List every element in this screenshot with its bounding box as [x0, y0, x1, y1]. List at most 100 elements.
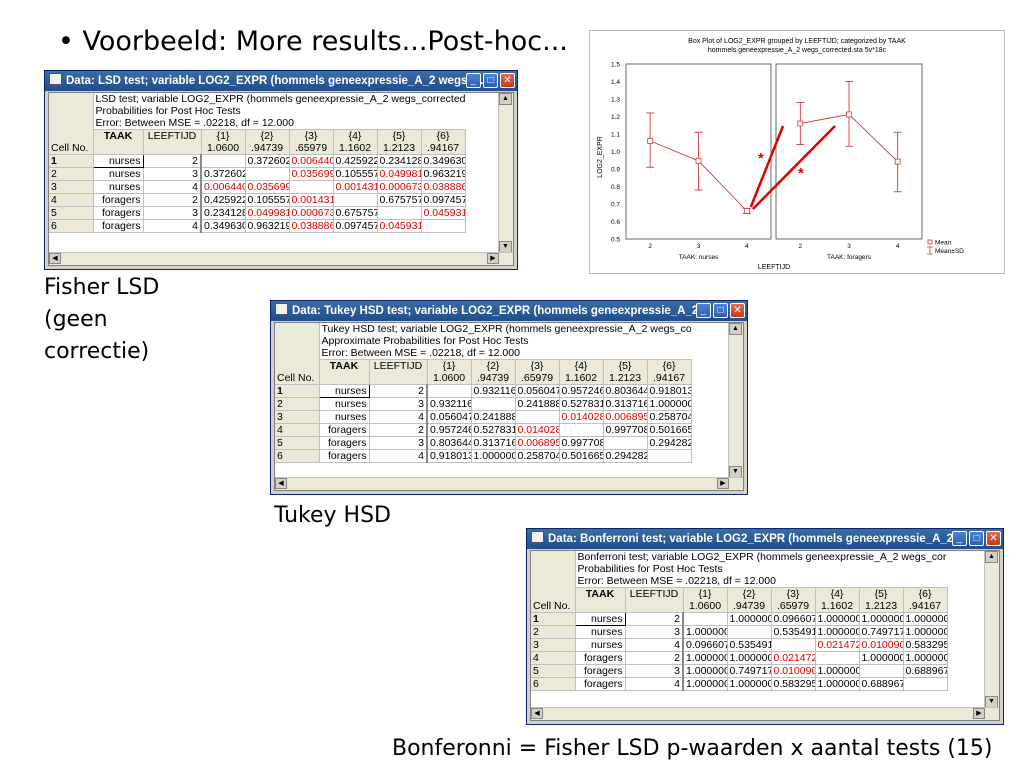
cell-probability[interactable]: 0.535491: [771, 625, 816, 639]
cell-probability[interactable]: 0.957246: [427, 423, 472, 437]
col-header-index[interactable]: {4}: [333, 129, 378, 142]
cell-probability[interactable]: 0.997708: [603, 423, 648, 437]
cell-probability[interactable]: [647, 449, 692, 463]
cell-probability[interactable]: 0.049981: [377, 167, 422, 181]
cell-probability[interactable]: 0.258704: [647, 410, 692, 424]
cell-probability[interactable]: 1.000000: [859, 612, 904, 626]
table-row[interactable]: 5 foragers 3 0.803644 0.313716 0.006895 0.9977…: [275, 436, 692, 450]
scroll-right-icon[interactable]: ▶: [973, 708, 985, 719]
col-header-leeftijd[interactable]: LEEFTIJD: [143, 129, 202, 155]
col-header-index[interactable]: {1}: [201, 129, 246, 142]
cell-probability[interactable]: 0.096607: [683, 638, 728, 652]
col-header-mean[interactable]: .94739: [471, 372, 516, 385]
col-header-index[interactable]: {2}: [245, 129, 290, 142]
cell-probability[interactable]: 0.045931: [421, 206, 466, 220]
col-header-mean[interactable]: .65979: [289, 142, 334, 155]
cell-taak[interactable]: foragers: [93, 206, 144, 220]
cell-probability[interactable]: 0.749717: [727, 664, 772, 678]
cell-taak[interactable]: foragers: [319, 423, 370, 437]
cell-probability[interactable]: 0.535491: [727, 638, 772, 652]
col-header-index[interactable]: {3}: [771, 587, 816, 600]
col-header-index[interactable]: {2}: [727, 587, 772, 600]
cell-taak[interactable]: nurses: [575, 625, 626, 639]
cell-probability[interactable]: 0.583295: [903, 638, 948, 652]
col-header-mean[interactable]: 1.1602: [333, 142, 378, 155]
cell-leeftijd[interactable]: 4: [143, 180, 202, 194]
col-header-index[interactable]: {6}: [903, 587, 948, 600]
cell-taak[interactable]: foragers: [319, 449, 370, 463]
cell-taak[interactable]: foragers: [93, 193, 144, 207]
col-header-index[interactable]: {3}: [515, 359, 560, 372]
scroll-up-icon[interactable]: ▲: [729, 323, 742, 335]
cell-probability[interactable]: 0.932116: [427, 397, 472, 411]
cell-probability[interactable]: 0.294282: [647, 436, 692, 450]
table-row[interactable]: 2 nurses 3 0.932116 0.241888 0.527831 0.313716…: [275, 397, 692, 411]
cell-probability[interactable]: 0.527831: [559, 397, 604, 411]
table-row[interactable]: 4 foragers 2 0.957246 0.527831 0.014028 0.9977…: [275, 423, 692, 437]
cell-probability[interactable]: 0.000673: [289, 206, 334, 220]
scroll-up-icon[interactable]: ▲: [499, 93, 512, 105]
col-header-index[interactable]: {5}: [603, 359, 648, 372]
cell-no-header[interactable]: Cell No.: [275, 359, 320, 385]
col-header-index[interactable]: {5}: [859, 587, 904, 600]
cell-probability[interactable]: 0.997708: [559, 436, 604, 450]
cell-leeftijd[interactable]: 2: [369, 423, 428, 437]
row-number[interactable]: 1: [275, 384, 320, 398]
cell-probability[interactable]: 0.803644: [603, 384, 648, 398]
cell-probability[interactable]: 1.000000: [683, 664, 728, 678]
table-row[interactable]: 1 nurses 2 1.000000 0.096607 1.000000 1.000000…: [531, 612, 948, 626]
close-button[interactable]: ✕: [986, 531, 1001, 546]
table-row[interactable]: 2 nurses 3 0.372602 0.035699 0.105557 0.049981…: [49, 167, 466, 181]
row-number[interactable]: 6: [49, 219, 94, 233]
table-row[interactable]: 1 nurses 2 0.372602 0.006440 0.425922 0.234128…: [49, 154, 466, 168]
scroll-left-icon[interactable]: ◀: [49, 253, 61, 264]
cell-probability[interactable]: 1.000000: [815, 664, 860, 678]
col-header-index[interactable]: {3}: [289, 129, 334, 142]
cell-taak[interactable]: nurses: [319, 410, 370, 424]
cell-probability[interactable]: [515, 410, 560, 424]
cell-probability[interactable]: 0.425922: [201, 193, 246, 207]
col-header-mean[interactable]: .65979: [771, 600, 816, 613]
col-header-mean[interactable]: .65979: [515, 372, 560, 385]
cell-leeftijd[interactable]: 2: [369, 384, 428, 398]
bonf-spreadsheet[interactable]: Bonferroni test; variable LOG2_EXPR (hom…: [530, 550, 1000, 721]
cell-probability[interactable]: 1.000000: [647, 397, 692, 411]
col-header-index[interactable]: {4}: [815, 587, 860, 600]
cell-probability[interactable]: 0.006895: [515, 436, 560, 450]
row-number[interactable]: 3: [275, 410, 320, 424]
cell-probability[interactable]: 0.963219: [421, 167, 466, 181]
close-button[interactable]: ✕: [500, 73, 515, 88]
cell-probability[interactable]: 0.014028: [559, 410, 604, 424]
cell-probability[interactable]: 0.372602: [201, 167, 246, 181]
cell-probability[interactable]: 0.006440: [201, 180, 246, 194]
lsd-spreadsheet[interactable]: LSD test; variable LOG2_EXPR (hommels ge…: [48, 92, 514, 266]
cell-probability[interactable]: 0.096607: [771, 612, 816, 626]
cell-leeftijd[interactable]: 3: [625, 625, 684, 639]
col-header-mean[interactable]: 1.2123: [603, 372, 648, 385]
col-header-index[interactable]: {1}: [427, 359, 472, 372]
cell-probability[interactable]: 0.313716: [471, 436, 516, 450]
cell-taak[interactable]: nurses: [92, 154, 144, 168]
row-number[interactable]: 4: [275, 423, 320, 437]
tukey-spreadsheet[interactable]: Tukey HSD test; variable LOG2_EXPR (homm…: [274, 322, 744, 491]
cell-probability[interactable]: 0.045931: [377, 219, 422, 233]
lsd-titlebar[interactable]: Data: LSD test; variable LOG2_EXPR (homm…: [45, 71, 517, 91]
col-header-mean[interactable]: 1.0600: [683, 600, 728, 613]
cell-probability[interactable]: 0.918013: [427, 449, 472, 463]
cell-leeftijd[interactable]: 4: [625, 677, 684, 691]
cell-taak[interactable]: foragers: [575, 677, 626, 691]
row-number[interactable]: 6: [275, 449, 320, 463]
row-number[interactable]: 2: [49, 167, 94, 181]
cell-leeftijd[interactable]: 4: [369, 410, 428, 424]
cell-leeftijd[interactable]: 2: [625, 612, 684, 626]
minimize-button[interactable]: _: [466, 73, 481, 88]
cell-probability[interactable]: 0.957246: [559, 384, 604, 398]
col-header-mean[interactable]: .94739: [245, 142, 290, 155]
col-header-mean[interactable]: 1.1602: [815, 600, 860, 613]
vertical-scrollbar[interactable]: ▲ ▼: [984, 551, 999, 708]
row-number[interactable]: 2: [531, 625, 576, 639]
cell-probability[interactable]: 0.258704: [515, 449, 560, 463]
cell-probability[interactable]: 0.010090: [859, 638, 904, 652]
cell-probability[interactable]: [377, 206, 422, 220]
cell-probability[interactable]: 0.014028: [515, 423, 560, 437]
